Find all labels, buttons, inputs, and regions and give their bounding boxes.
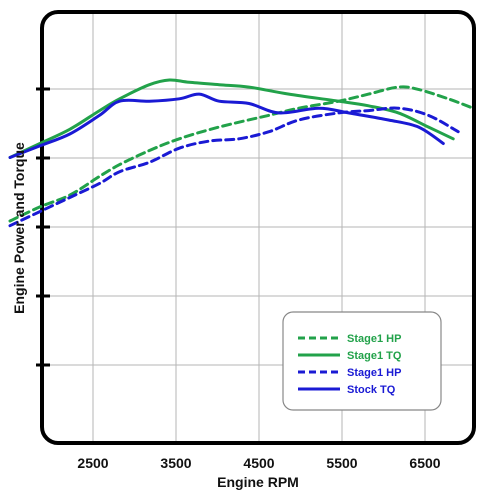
legend: Stage1 HP Stage1 TQ Stage1 HP Stock TQ [282, 311, 442, 411]
series-layer [8, 78, 475, 228]
series-stage1-hp [8, 85, 475, 223]
x-axis-title: Engine RPM [217, 474, 299, 490]
x-tick-label: 3500 [160, 455, 191, 471]
series-stock-hp [8, 106, 460, 228]
legend-label-stock-hp: Stage1 HP [347, 367, 401, 379]
legend-label-stage1-tq: Stage1 TQ [347, 350, 402, 362]
series-stock-tq [8, 92, 445, 159]
y-axis-title: Engine Power and Torque [11, 142, 27, 314]
x-tick-label: 4500 [243, 455, 274, 471]
legend-label-stock-tq: Stock TQ [347, 384, 396, 396]
x-tick-label: 2500 [77, 455, 108, 471]
tick-marks [36, 87, 50, 367]
legend-label-stage1-hp: Stage1 HP [347, 333, 401, 345]
x-tick-label: 5500 [326, 455, 357, 471]
x-tick-label: 6500 [409, 455, 440, 471]
